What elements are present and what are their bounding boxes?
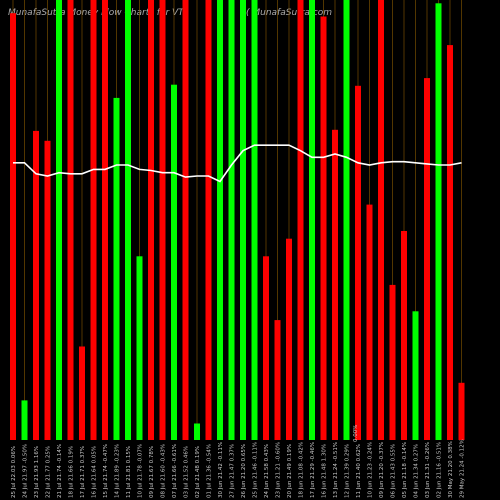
bar: [309, 0, 315, 440]
bar: [366, 204, 373, 440]
tick-label: 18 Jun 21.08 -0.42%: [299, 442, 305, 498]
tick-label: 01 Jul 21.36 -0.54%: [207, 444, 213, 498]
bar: [21, 400, 28, 440]
bar: [458, 382, 465, 440]
bar: [136, 256, 143, 440]
bar: [194, 423, 200, 440]
tick-label: 11 Jul 21.81 0.15%: [126, 446, 132, 498]
tick-label: 07 Jul 21.66 -0.61%: [172, 444, 178, 498]
tick-label: 23 Jun 21.21 -0.60%: [276, 442, 282, 498]
tick-label: 08 Jul 21.60 -0.43%: [161, 444, 167, 498]
bars: [10, 0, 465, 441]
tick-label: 29 May 21.24 -0.12%: [460, 439, 466, 498]
tick-label: 25 Jun 21.46 -0.11%: [253, 442, 259, 498]
bar: [447, 45, 453, 440]
tick-label: 30 May 21.20 0.38%: [448, 441, 454, 498]
bar: [389, 284, 396, 440]
baseline-label: 0.00%: [353, 425, 359, 442]
trend-line: [13, 144, 462, 183]
tick-label: 20 Jun 21.49 0.19%: [287, 444, 293, 498]
bar: [79, 346, 85, 440]
bar: [113, 97, 120, 441]
bar: [159, 0, 166, 440]
bar: [424, 78, 430, 440]
bar: [320, 16, 327, 440]
tick-label: 17 Jun 21.29 -0.46%: [310, 442, 316, 498]
bar: [401, 231, 407, 440]
bar: [228, 0, 235, 440]
tick-label: 16 Jun 21.48 1.30%: [322, 444, 328, 498]
bar: [148, 0, 154, 440]
bar: [240, 0, 246, 440]
bar: [217, 0, 223, 440]
bar: [435, 3, 442, 441]
tick-label: 26 Jun 21.20 0.65%: [241, 444, 247, 498]
bar: [56, 0, 62, 440]
bar: [332, 129, 338, 441]
bar: [33, 130, 39, 440]
bar: [102, 0, 108, 440]
bar: [343, 0, 350, 440]
tick-label: 15 Jul 21.74 -0.47%: [103, 444, 109, 498]
bar: [125, 0, 131, 440]
tick-label: 27 Jun 21.47 0.37%: [230, 444, 236, 498]
tick-label: 17 Jul 21.71 0.37%: [80, 446, 86, 498]
bar: [251, 0, 258, 440]
bar: [286, 238, 292, 440]
tick-label: 13 Jun 21.24 -0.51%: [333, 442, 339, 498]
bar: [378, 0, 384, 440]
bar: [10, 13, 16, 440]
tick-label: 25 Jul 22.03 0.06%: [11, 446, 17, 498]
tick-label: 11 Jun 21.40 0.62%: [356, 444, 362, 498]
tick-label: 03 Jun 21.31 -0.26%: [425, 442, 431, 498]
tick-label: 23 Jul 21.93 1.16%: [34, 446, 40, 498]
bar: [90, 0, 97, 440]
bar: [412, 311, 419, 440]
tick-label: 10 Jul 21.78 -0.07%: [138, 444, 144, 498]
bar: [67, 0, 74, 440]
tick-label: 04 Jun 21.34 0.27%: [414, 444, 420, 498]
bar: [44, 140, 51, 441]
tick-label: 05 Jun 21.18 -0.14%: [402, 442, 408, 498]
tick-label: 06 Jun 21.43 0.55%: [391, 444, 397, 498]
tick-label: 30 Jun 21.42 -0.11%: [218, 442, 224, 498]
tick-label: 09 Jun 21.20 -0.37%: [379, 442, 385, 498]
tick-label: 22 Jul 21.77 0.25%: [46, 446, 52, 498]
tick-label: 24 Jun 21.58 0.43%: [264, 444, 270, 498]
tick-label: 03 Jul 21.52 0.46%: [184, 446, 190, 498]
tick-label: 02 Jun 21.16 -0.51%: [437, 442, 443, 498]
tick-label: 21 Jul 21.74 -0.14%: [57, 444, 63, 498]
bar: [274, 320, 281, 440]
tick-label: 12 Jun 21.39 0.29%: [345, 444, 351, 498]
bar: [355, 85, 361, 441]
bar: [171, 84, 177, 440]
bar: [205, 0, 212, 440]
tick-label: 09 Jul 21.67 0.78%: [149, 446, 155, 498]
tick-labels: 25 Jul 22.03 0.06% 24 Jul 21.97 -0.50% 23 …: [11, 425, 466, 498]
tick-label: 02 Jul 21.48 0.19%: [195, 446, 201, 498]
bar: [297, 0, 304, 440]
tick-label: 24 Jul 21.97 -0.50%: [23, 444, 29, 498]
trend-line-layer: [13, 144, 462, 183]
tick-label: 16 Jul 21.64 0.05%: [92, 446, 98, 498]
tick-label: 14 Jul 21.89 -0.23%: [115, 444, 121, 498]
tick-label: 10 Jun 21.23 -0.24%: [368, 442, 374, 498]
bar: [263, 256, 269, 440]
tick-label: 18 Jul 21.66 0.19%: [69, 446, 75, 498]
chart-title-left: MunafaSutra Money Flow Charts for VTA: [8, 8, 190, 18]
bar: [182, 0, 189, 440]
